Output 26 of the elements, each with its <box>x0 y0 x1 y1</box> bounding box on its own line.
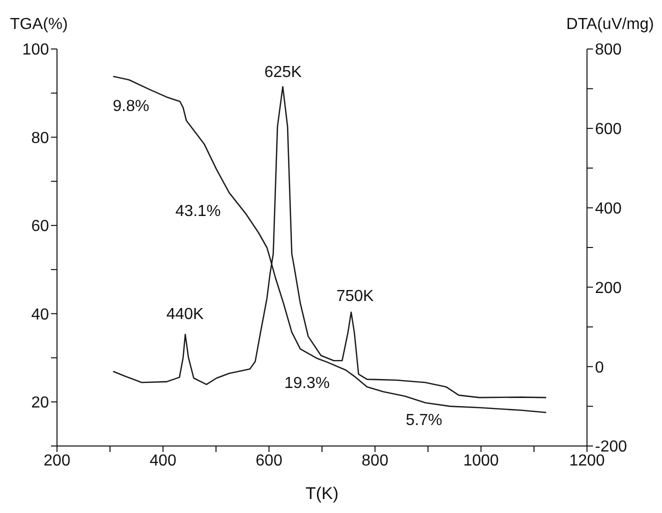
y-tick-label: 20 <box>31 394 50 412</box>
y-tick-label: 60 <box>31 218 50 236</box>
annotation: 43.1% <box>175 203 221 221</box>
annotation: 440K <box>166 306 204 324</box>
annotation: 5.7% <box>406 412 442 430</box>
y2-tick-label: 200 <box>595 280 622 297</box>
y-axis-title: TGA(%) <box>10 16 68 34</box>
x-tick-label: 1200 <box>569 452 605 470</box>
y2-axis-title: DTA(uV/mg) <box>566 16 654 34</box>
annotation: 625K <box>264 64 302 82</box>
annotation: 9.8% <box>112 98 150 116</box>
y-tick-label: 80 <box>31 130 50 147</box>
x-tick-label: 1000 <box>463 452 499 470</box>
x-tick-label: 600 <box>256 452 282 470</box>
y2-tick-label: 800 <box>595 42 622 59</box>
y2-tick-label: 400 <box>595 200 622 218</box>
y2-tick-label: 0 <box>595 359 604 376</box>
annotation: 750K <box>336 288 374 306</box>
y-tick-label: 100 <box>22 42 50 59</box>
x-tick-label: 400 <box>150 452 176 470</box>
annotation: 19.3% <box>284 375 330 393</box>
x-tick-label: 800 <box>362 452 388 470</box>
y-tick-label: 40 <box>31 306 50 324</box>
y2-tick-label: 600 <box>595 121 622 138</box>
x-axis-title: T(K) <box>305 484 339 503</box>
x-tick-label: 200 <box>44 452 70 470</box>
